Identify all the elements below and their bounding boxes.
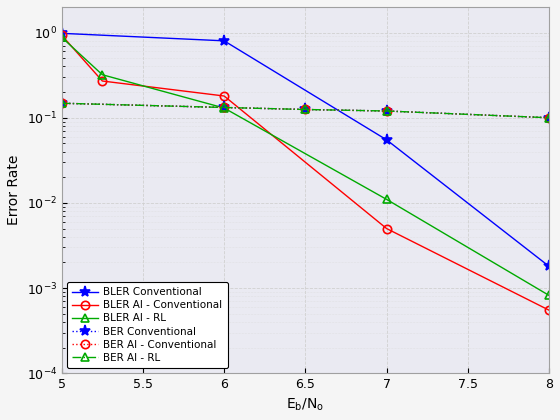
BER Conventional [302, 107, 309, 112]
BER AI - Conventional [383, 108, 390, 113]
BLER AI - RL [545, 293, 552, 298]
BER AI - Conventional [221, 105, 227, 110]
BER Conventional [545, 115, 552, 120]
BLER AI - Conventional [58, 33, 65, 38]
Line: BER AI - Conventional: BER AI - Conventional [58, 99, 553, 122]
BLER AI - RL [99, 72, 106, 77]
Y-axis label: Error Rate: Error Rate [7, 155, 21, 225]
X-axis label: $\mathregular{E_b/N_o}$: $\mathregular{E_b/N_o}$ [286, 396, 324, 413]
BER AI - RL [58, 101, 65, 106]
BLER AI - RL [58, 35, 65, 40]
BER Conventional [221, 105, 227, 110]
BER AI - RL [383, 108, 390, 113]
BLER AI - RL [383, 197, 390, 202]
Line: BLER Conventional: BLER Conventional [56, 28, 554, 272]
BLER Conventional [221, 38, 227, 43]
BER AI - Conventional [302, 107, 309, 112]
BLER AI - Conventional [99, 79, 106, 84]
Line: BLER AI - Conventional: BLER AI - Conventional [58, 31, 553, 314]
Line: BER Conventional: BER Conventional [56, 98, 554, 123]
Legend: BLER Conventional, BLER AI - Conventional, BLER AI - RL, BER Conventional, BER A: BLER Conventional, BLER AI - Conventiona… [67, 282, 228, 368]
BER AI - Conventional [545, 115, 552, 120]
BER AI - Conventional [58, 101, 65, 106]
BER AI - RL [221, 105, 227, 110]
BLER AI - Conventional [383, 226, 390, 231]
BLER Conventional [383, 137, 390, 142]
BLER Conventional [58, 31, 65, 36]
BLER Conventional [545, 264, 552, 269]
BER AI - RL [302, 107, 309, 112]
BER AI - RL [545, 115, 552, 120]
BLER AI - Conventional [545, 308, 552, 313]
BER Conventional [58, 101, 65, 106]
BLER AI - RL [221, 105, 227, 110]
Line: BLER AI - RL: BLER AI - RL [58, 33, 553, 299]
BLER AI - Conventional [221, 94, 227, 99]
BER Conventional [383, 108, 390, 113]
Line: BER AI - RL: BER AI - RL [58, 99, 553, 122]
